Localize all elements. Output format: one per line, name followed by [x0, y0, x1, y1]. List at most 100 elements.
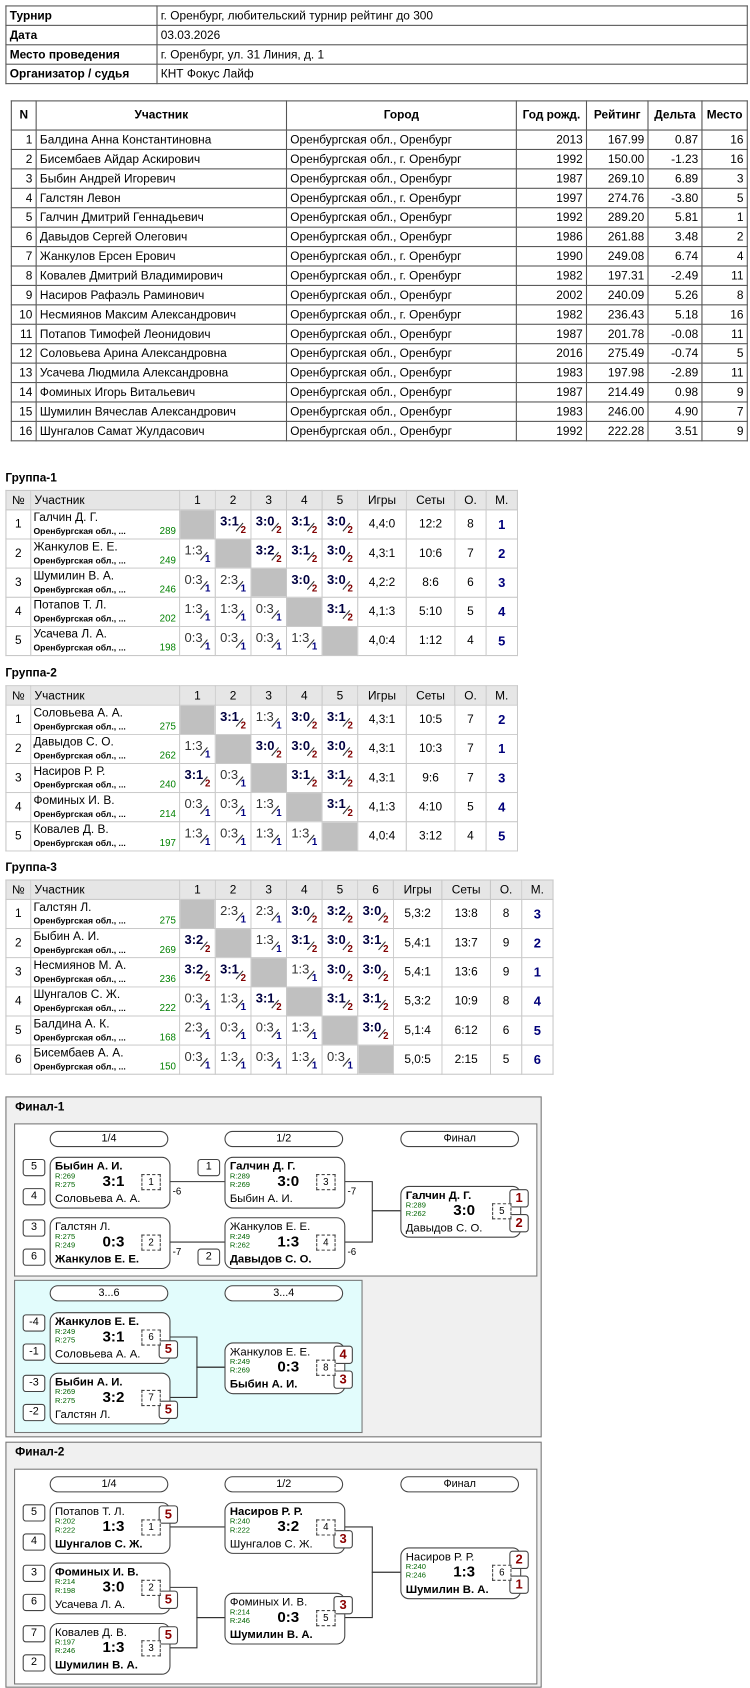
final-section: Финал-1 1/4 1/2 Финал 3...6 3...4 Быбин А. И. R…: [5, 1096, 542, 1438]
player-rating: R:222: [55, 1526, 76, 1535]
match-score: 1:3: [277, 1232, 300, 1250]
score: 0:3: [184, 1048, 203, 1064]
score-cell: 3:1 2: [285, 509, 323, 540]
games: 4,0:4: [357, 625, 407, 657]
group-table: № Участник 1 2 3 4 5 6 Игры Сеты О. М. 1 Галстян Л. Ор…: [5, 879, 554, 1075]
score-cell: 2:3 1: [250, 898, 288, 930]
score-cell: 0:3 1: [214, 625, 252, 657]
participant-row: 14 Фоминых Игорь Витальевич Оренбургская о…: [10, 382, 748, 403]
score-cell: 3:1 2: [321, 792, 359, 823]
score: 3:1: [220, 513, 239, 529]
participant-cell: Давыдов Сергей Олегович: [35, 226, 288, 248]
score: 0:3: [184, 571, 203, 588]
player-name: Жанкулов Е. Е.: [229, 1220, 311, 1234]
player-cell: Галстян Л. Оренбургская обл., ... 275: [30, 898, 181, 930]
score: 0:3: [255, 1048, 274, 1064]
match-number: 6: [492, 1564, 512, 1581]
match-score: 3:0: [102, 1577, 125, 1595]
games: 4,0:4: [357, 821, 407, 852]
participant-cell: Усачева Людмила Александровна: [35, 362, 288, 384]
score: 3:0: [291, 708, 311, 725]
score: 3:0: [255, 738, 275, 754]
place-box: 5: [158, 1590, 179, 1609]
player-name: Усачева Л. А.: [55, 1598, 126, 1612]
group-header-cell: №: [5, 879, 32, 900]
score-cell: 3:1 2: [321, 986, 359, 1017]
place: 2: [485, 538, 518, 569]
group-row: 4 Потапов Т. Л. Оренбургская обл., ... 202 1…: [5, 596, 518, 627]
participant-cell: Быбин Андрей Игоревич: [35, 168, 288, 189]
sets: 6:12: [441, 1015, 491, 1046]
sets: 1:12: [405, 625, 456, 657]
score-cell: 3:1 2: [285, 538, 323, 569]
self-cell: [285, 986, 323, 1017]
participant-cell: 12: [10, 343, 37, 364]
place-box: 5: [158, 1505, 179, 1524]
player-name: Жанкулов Е. Е.: [55, 1252, 140, 1266]
group-header-cell: №: [5, 685, 32, 706]
participant-cell: 14: [10, 382, 37, 403]
score: 1:3: [291, 961, 310, 977]
score-cell: 3:1 2: [321, 762, 359, 794]
player-name: Галчин Д. Г.: [33, 511, 99, 525]
match-points: 1: [311, 640, 318, 652]
group-row: 4 Фоминых И. В. Оренбургская обл., ... 214 0…: [5, 792, 518, 823]
match-points: 1: [205, 553, 211, 565]
group-header-cell: Игры: [357, 685, 407, 706]
group-header-cell: 2: [214, 879, 252, 900]
participant-cell: 4: [10, 187, 37, 209]
self-cell: [321, 1015, 359, 1046]
group-row: 1 Галчин Д. Г. Оренбургская обл., ... 289 3:…: [5, 509, 518, 540]
place: 3: [485, 762, 518, 794]
group-title: Группа-1: [5, 471, 57, 485]
player-cell: Жанкулов Е. Е. Оренбургская обл., ... 249: [30, 538, 181, 569]
participant-cell: Оренбургская обл., Оренбург: [285, 226, 517, 248]
match-score: 3:0: [277, 1171, 300, 1190]
score-cell: 1:3 1: [214, 986, 252, 1017]
match-points: 2: [347, 943, 353, 954]
match-points: 1: [240, 1001, 247, 1013]
participant-cell: Оренбургская обл., г. Оренбург: [285, 304, 517, 325]
seed: 4: [22, 1188, 46, 1206]
score: 3:1: [291, 542, 311, 558]
score-cell: 1:3 1: [285, 625, 323, 657]
score: 3:1: [362, 990, 382, 1006]
match-points: 1: [240, 1059, 247, 1071]
player-rating: R:249: [55, 1328, 76, 1336]
participant-cell: Потапов Тимофей Леонидович: [35, 323, 288, 345]
score-cell: 3:0 2: [321, 538, 359, 569]
participant-cell: -1.23: [647, 148, 703, 170]
player-rating: R:197: [55, 1639, 76, 1647]
participant-cell: Оренбургская обл., Оренбург: [285, 362, 517, 384]
player-rating: 168: [159, 1031, 176, 1043]
points: 9: [489, 957, 523, 988]
player-rating: R:246: [229, 1617, 251, 1626]
self-cell: [250, 762, 288, 794]
row-number: 5: [5, 821, 32, 852]
score: 3:0: [326, 738, 346, 754]
participant-cell: Бисембаев Айдар Аскирович: [35, 148, 288, 170]
participant-cell: 5.18: [647, 304, 703, 325]
self-cell: [285, 792, 323, 823]
score: 1:3: [255, 932, 274, 948]
score: 3:2: [184, 932, 204, 948]
games: 5,3:2: [392, 986, 443, 1017]
match-points: 2: [383, 1030, 389, 1042]
self-cell: [214, 538, 252, 569]
player-cell: Шунгалов С. Ж. Оренбургская обл., ... 222: [30, 986, 181, 1017]
participant-cell: 16: [701, 148, 748, 170]
player-name: Потапов Т. Л.: [33, 598, 107, 612]
score-cell: 0:3 1: [321, 1044, 359, 1075]
score-cell: 2:3 1: [214, 898, 252, 930]
group-header: № Участник 1 2 3 4 5 Игры Сеты О. М.: [5, 489, 518, 511]
round-label: Финал: [400, 1130, 520, 1148]
player-rating: R:269: [55, 1172, 76, 1181]
row-number: 4: [5, 986, 32, 1017]
player-name: Несмиянов М. А.: [33, 959, 127, 973]
games: 4,1:3: [357, 596, 407, 627]
participant-cell: 10: [10, 304, 37, 325]
match-score: 3:2: [277, 1517, 300, 1535]
match-number: 1: [141, 1174, 161, 1191]
player-rating: R:262: [229, 1242, 251, 1250]
group-header-cell: 1: [179, 685, 216, 706]
